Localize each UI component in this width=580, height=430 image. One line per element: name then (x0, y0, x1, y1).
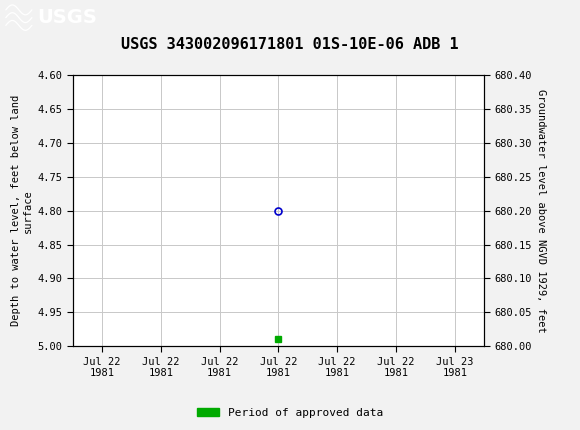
Text: USGS: USGS (38, 8, 97, 27)
Y-axis label: Depth to water level, feet below land
surface: Depth to water level, feet below land su… (12, 95, 33, 326)
Text: USGS 343002096171801 01S-10E-06 ADB 1: USGS 343002096171801 01S-10E-06 ADB 1 (121, 37, 459, 52)
Legend: Period of approved data: Period of approved data (193, 403, 387, 422)
Y-axis label: Groundwater level above NGVD 1929, feet: Groundwater level above NGVD 1929, feet (536, 89, 546, 332)
